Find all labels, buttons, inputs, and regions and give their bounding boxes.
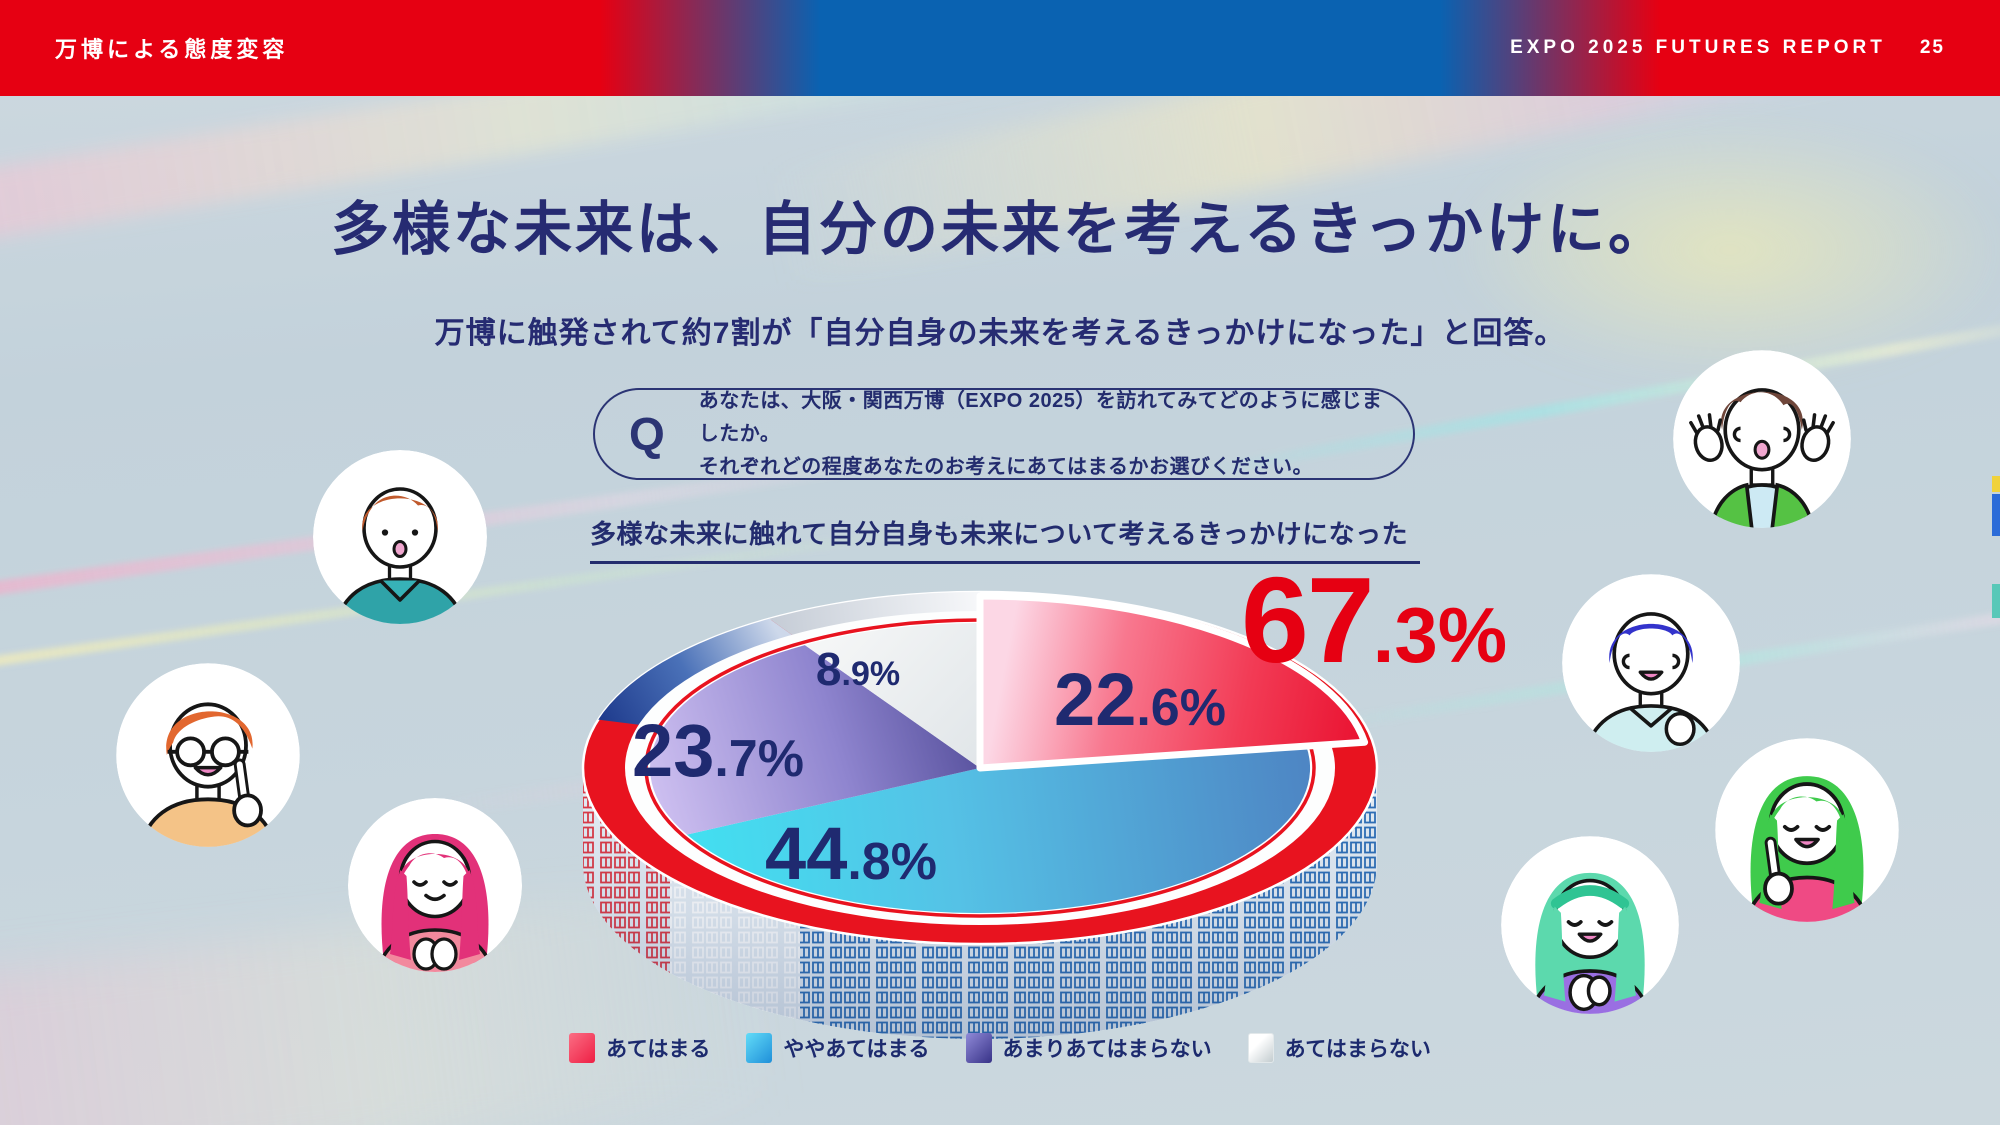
- legend-swatch-blue: [746, 1033, 773, 1063]
- report-name: EXPO 2025 FUTURES REPORT: [1510, 37, 1886, 58]
- legend-label: ややあてはまる: [783, 1038, 930, 1061]
- edge-accent: [1992, 476, 2000, 492]
- legend-swatch-red: [569, 1033, 596, 1063]
- slice-label-amari-atehamaranai: 23.7%: [632, 709, 804, 792]
- page-subtitle: 万博に触発されて約7割が「自分自身の未来を考えるきっかけになった」と回答。: [434, 317, 1566, 350]
- header-bar: 万博による態度変容 EXPO 2025 FUTURES REPORT 25: [0, 0, 2000, 96]
- highlight-total: 67.3%: [1240, 552, 1508, 688]
- edge-accent: [1992, 584, 2000, 618]
- avatar-pink-hair-girl-icon: [348, 798, 522, 972]
- avatar-mint-hair-girl-icon: [1501, 836, 1679, 1014]
- question-line-2: それぞれどの程度あなたのお考えにあてはまるかお選びください。: [698, 455, 1313, 478]
- page-title: 多様な未来は、自分の未来を考えるきっかけに。: [331, 197, 1669, 262]
- legend-label: あてはまる: [606, 1038, 711, 1061]
- slice-label-atehamaranai: 8.9%: [815, 643, 901, 695]
- avatar-green-hair-girl-icon: [1715, 738, 1899, 922]
- chart-heading: 多様な未来に触れて自分自身も未来について考えるきっかけになった: [590, 514, 1420, 564]
- legend-item: ややあてはまる: [746, 1033, 930, 1063]
- legend-item: あてはまる: [569, 1033, 710, 1063]
- legend-item: あてはまらない: [1247, 1033, 1431, 1063]
- pie-slices: [581, 590, 1379, 946]
- legend-item: あまりあてはまらない: [965, 1033, 1212, 1063]
- avatar-glasses-person-icon: [116, 663, 300, 847]
- page-number: 25: [1919, 37, 1945, 58]
- legend-label: あてはまらない: [1284, 1038, 1431, 1061]
- legend-swatch-purple: [965, 1033, 992, 1063]
- pie-chart: [581, 590, 1379, 1039]
- question-mark-label: Q: [629, 408, 665, 460]
- slice-label-yaya-atehamaru: 44.8%: [765, 812, 937, 895]
- avatar-blue-hair-person-icon: [1562, 574, 1740, 752]
- slice-label-atehamaru: 22.6%: [1054, 658, 1226, 741]
- question-box: Q あなたは、大阪・関西万博（EXPO 2025）を訪れてみてどのように感じまし…: [593, 388, 1415, 480]
- avatar-surprised-person-icon: [313, 450, 487, 624]
- question-line-1: あなたは、大阪・関西万博（EXPO 2025）を訪れてみてどのように感じましたか…: [698, 389, 1383, 445]
- legend-swatch-white: [1247, 1033, 1274, 1063]
- header-section-title: 万博による態度変容: [55, 37, 289, 62]
- avatar-waving-boy-icon: [1673, 350, 1851, 528]
- edge-accent: [1992, 494, 2000, 536]
- chart-legend: あてはまる ややあてはまる あまりあてはまらない あてはまらない: [0, 1033, 2000, 1063]
- legend-label: あまりあてはまらない: [1002, 1038, 1212, 1061]
